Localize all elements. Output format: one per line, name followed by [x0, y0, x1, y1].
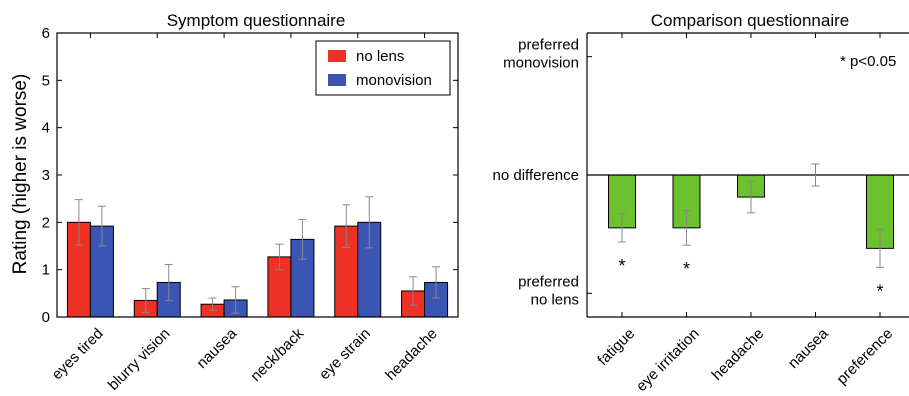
comparison-chart-title: Comparison questionnaire [651, 11, 849, 30]
error-bar-no-lens-blurry-vision [141, 288, 150, 313]
y-tick-label: 0 [42, 309, 50, 326]
bar-fatigue [608, 174, 636, 229]
significance-star-preference: * [876, 281, 883, 301]
significance-star-fatigue: * [618, 256, 625, 276]
y-tick-label: 3 [42, 167, 50, 184]
error-bar-preference [876, 228, 884, 268]
x-tick-label-neck-back: neck/back [247, 325, 307, 385]
x-tick-label-eyes-tired: eyes tired [49, 325, 107, 383]
x-tick-label-headache: headache [709, 325, 768, 384]
legend-swatch-monovision [328, 74, 346, 86]
x-tick-label-preference: preference [833, 325, 896, 388]
symptom-y-ticks: 0 1 2 3 4 5 6 [42, 25, 458, 326]
x-tick-label-nausea: nausea [193, 325, 240, 372]
symptom-legend: no lens monovision [315, 40, 451, 96]
x-tick-label-nausea: nausea [785, 325, 832, 372]
x-tick-label-blurry-vision: blurry vision [105, 325, 174, 394]
error-bar-no-lens-nausea [208, 297, 217, 311]
error-bar-monovision-eye-strain [365, 196, 374, 249]
error-bar-eye-irritation [682, 210, 691, 246]
y-tick-label: 5 [42, 72, 50, 89]
symptom-chart-title: Symptom questionnaire [167, 11, 346, 30]
x-tick-label-fatigue: fatigue [594, 325, 638, 369]
y-tick-label-preferred-no-lens: preferred no lens [518, 273, 579, 308]
symptom-y-axis-label: Rating (higher is worse) [10, 74, 31, 275]
y-tick-label: 2 [42, 214, 50, 231]
error-bar-no-lens-headache [409, 276, 418, 306]
symptom-bars [66, 221, 449, 318]
y-tick-label: 1 [42, 262, 50, 279]
error-bar-no-lens-eyes-tired [74, 199, 83, 246]
error-bar-headache [747, 180, 755, 214]
significance-markers: * * * [618, 256, 883, 301]
significance-star-eye-irritation: * [683, 259, 690, 279]
x-tick-label-headache: headache [382, 325, 441, 384]
legend-label-no-lens: no lens [356, 48, 404, 65]
error-bar-nausea [811, 163, 820, 187]
comparison-chart: Comparison questionnaire preferred monovi… [493, 11, 909, 395]
comparison-y-ticks: preferred monovision no difference preferre… [493, 33, 881, 317]
y-tick-label: 4 [42, 120, 50, 137]
error-bar-no-lens-eye-strain [342, 204, 351, 248]
legend-label-monovision: monovision [356, 72, 432, 89]
x-tick-label-eye-strain: eye strain [316, 325, 374, 383]
symptom-chart: Symptom questionnaire Rating (higher is … [10, 11, 459, 394]
y-tick-label: 6 [42, 25, 50, 42]
error-bar-no-lens-neck-back [275, 243, 284, 271]
error-bar-monovision-headache [432, 266, 441, 299]
legend-swatch-no-lens [328, 50, 346, 62]
error-bar-monovision-eyes-tired [97, 205, 106, 247]
significance-note: * p<0.05 [840, 53, 896, 70]
comparison-error-bars [618, 163, 884, 268]
error-bar-monovision-nausea [231, 286, 240, 314]
error-bar-monovision-blurry-vision [164, 263, 173, 301]
y-tick-label-preferred-monovision: preferred monovision [503, 37, 579, 72]
error-bar-fatigue [618, 213, 626, 243]
x-tick-label-eye-irritation: eye irritation [633, 325, 703, 395]
symptom-error-bars [74, 196, 441, 314]
error-bar-monovision-neck-back [298, 218, 307, 260]
y-tick-label-no-difference: no difference [493, 167, 579, 184]
